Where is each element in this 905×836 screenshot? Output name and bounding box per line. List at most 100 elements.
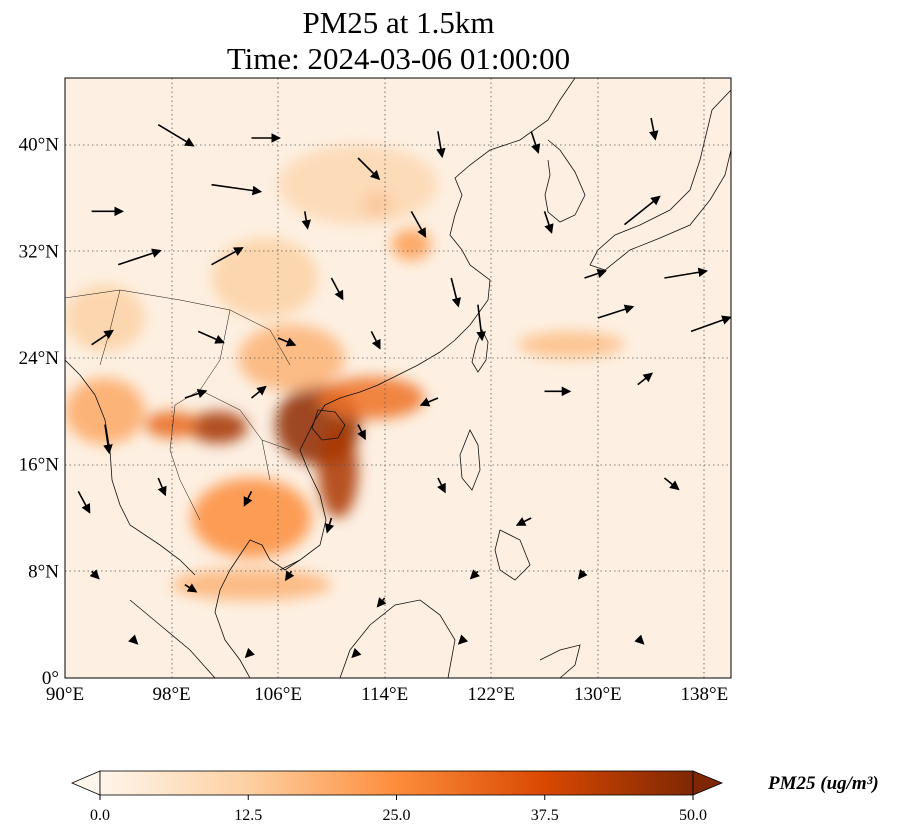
wind-vector — [664, 267, 708, 279]
korea-coastline — [544, 139, 586, 223]
wind-vector — [637, 372, 654, 386]
pm25-hotspot — [211, 238, 319, 318]
wind-vector — [118, 248, 162, 266]
wind-vector — [250, 385, 267, 399]
wind-vector — [301, 211, 311, 230]
y-tick-label: 8°N — [28, 561, 59, 582]
map-title-line-1: PM25 at 1.5km — [302, 5, 495, 40]
wind-vector — [663, 477, 680, 491]
pm25-hotspot — [65, 284, 145, 352]
wind-vector — [436, 131, 446, 159]
wind-vector — [277, 337, 297, 347]
pm25-hotspot — [191, 478, 312, 558]
wind-vector — [324, 517, 335, 534]
wind-vector — [211, 183, 263, 196]
china-coastline — [279, 78, 576, 571]
wind-vector — [103, 424, 113, 455]
wind-vector — [184, 388, 208, 399]
y-tick-label: 40°N — [19, 135, 60, 156]
wind-vector — [515, 517, 532, 526]
colorbar-tick-label: 12.5 — [234, 807, 262, 824]
wind-vector — [530, 131, 541, 154]
colorbar-max-extend — [692, 770, 724, 796]
colorbar-tick-label: 50.0 — [679, 807, 707, 824]
wind-vector — [197, 330, 225, 344]
wind-vector — [284, 570, 295, 582]
wind-vector — [623, 195, 661, 226]
colorbar-tick-label: 0.0 — [90, 807, 110, 824]
hainan-coastline — [311, 409, 346, 441]
x-tick-label: 90°E — [46, 684, 84, 705]
borneo-coastline — [339, 599, 456, 678]
wind-vector — [243, 490, 253, 507]
wind-vector — [351, 647, 362, 659]
colorbar-ticks: 0.0 12.5 25.0 37.5 50.0 — [90, 795, 707, 824]
pm25-hotspot — [517, 331, 625, 358]
wind-vector — [476, 304, 486, 342]
wind-vector — [357, 424, 366, 441]
pm25-hotspot — [318, 376, 425, 420]
x-tick-label: 138°E — [681, 684, 729, 705]
colorbar-tick-label: 25.0 — [383, 807, 411, 824]
wind-vector — [128, 634, 139, 645]
sumatra-coastline — [129, 599, 216, 678]
border-lines — [65, 289, 291, 521]
wind-vector — [77, 490, 91, 514]
wind-vector — [419, 397, 439, 407]
map-frame — [64, 77, 732, 679]
bay-of-bengal-coast — [65, 359, 196, 576]
pm25-hotspot — [318, 424, 359, 518]
wind-vector — [370, 330, 381, 350]
colorbar: 0.0 12.5 25.0 37.5 50.0 — [70, 770, 724, 824]
taiwan-coastline — [471, 329, 489, 373]
wind-vector — [357, 157, 381, 181]
x-tick-label: 106°E — [254, 684, 302, 705]
wind-vector — [469, 569, 480, 580]
sulawesi-coastline — [539, 644, 581, 678]
luzon-coastline — [459, 429, 481, 491]
map-panel — [65, 78, 731, 678]
wind-vector — [211, 247, 244, 266]
pm25-concentration-field — [65, 144, 625, 601]
coastlines — [65, 78, 731, 678]
colorbar-gradient — [99, 770, 694, 796]
wind-vector — [157, 123, 195, 147]
x-tick-label: 98°E — [152, 684, 190, 705]
wind-vector — [450, 277, 461, 308]
colorbar-min-extend — [70, 770, 101, 796]
wind-vector — [437, 477, 446, 494]
japan-coastline — [589, 89, 731, 271]
indochina-coastline — [214, 539, 301, 678]
wind-vector — [597, 304, 635, 319]
wind-vectors — [77, 117, 731, 659]
colorbar-tick-label: 37.5 — [531, 807, 559, 824]
y-tick-label: 0° — [42, 668, 59, 689]
pm25-hotspot — [188, 411, 248, 444]
pm25-hotspot — [171, 568, 332, 601]
wind-vector — [634, 634, 645, 645]
wind-vector — [244, 647, 255, 659]
wind-vector — [584, 268, 607, 279]
wind-vector — [89, 569, 100, 580]
wind-vector — [157, 477, 167, 497]
wind-vector — [649, 117, 659, 141]
y-tick-label: 24°N — [19, 348, 60, 369]
x-tick-label: 114°E — [361, 684, 408, 705]
wind-vector — [376, 597, 387, 608]
x-tick-label: 130°E — [574, 684, 622, 705]
y-tick-labels: 0° 8°N 16°N 24°N 32°N 40°N — [19, 135, 60, 689]
pm25-hotspot — [391, 228, 432, 261]
wind-vector — [690, 315, 731, 333]
wind-vector — [577, 569, 588, 580]
pm25-hotspot — [278, 144, 438, 225]
map-title-line-2: Time: 2024-03-06 01:00:00 — [226, 41, 571, 76]
wind-vector — [457, 634, 469, 645]
wind-vector — [410, 210, 427, 238]
pm25-hotspot — [144, 411, 199, 438]
gridlines — [65, 78, 731, 678]
x-tick-label: 122°E — [467, 684, 515, 705]
x-tick-labels: 90°E 98°E 106°E 114°E 122°E 130°E 138°E — [46, 684, 728, 705]
y-tick-label: 16°N — [19, 455, 60, 476]
wind-vector — [184, 583, 198, 593]
